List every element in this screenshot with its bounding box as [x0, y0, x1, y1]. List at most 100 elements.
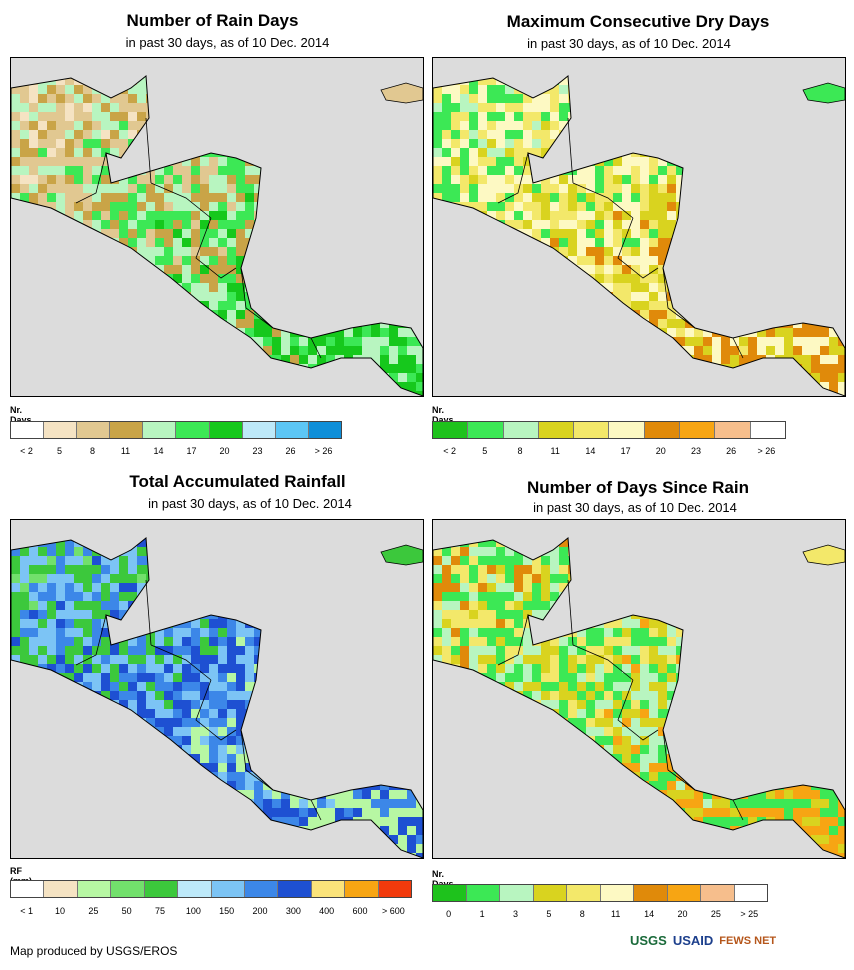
- coastline: [433, 537, 845, 858]
- legend-label: > 26: [314, 446, 333, 456]
- raster-cells: [433, 538, 845, 858]
- country-border: [662, 729, 696, 791]
- raster-cells: [433, 76, 845, 396]
- legend-swatch: [44, 422, 78, 438]
- country-border: [310, 337, 322, 359]
- legend-swatch: [244, 881, 279, 897]
- country-border: [732, 337, 744, 359]
- map-max-dry-days: [432, 57, 846, 397]
- legend-swatch: [574, 422, 610, 438]
- map-rain-days: [10, 57, 424, 397]
- legend-label: 17: [186, 446, 197, 456]
- legend-swatch: [211, 881, 245, 897]
- legend-label: < 2: [443, 446, 456, 456]
- legend-bar: [432, 421, 786, 439]
- raster-cells: [11, 76, 423, 396]
- legend-label: 3: [512, 909, 519, 919]
- legend-label: 26: [726, 446, 737, 456]
- legend-bar: [10, 880, 412, 898]
- legend-swatch: [77, 881, 112, 897]
- legend-swatch: [433, 422, 469, 438]
- legend-labels: < 2 5 8 11 14 17 20 23 26 > 26: [432, 446, 784, 458]
- legend-swatch: [500, 885, 534, 901]
- legend-label: 14: [585, 446, 596, 456]
- legend-swatch: [311, 881, 346, 897]
- legend-label: 25: [88, 906, 99, 916]
- legend-label: 14: [153, 446, 164, 456]
- legend-swatch: [345, 881, 379, 897]
- panel-subtitle: in past 30 days, as of 10 Dec. 2014: [125, 35, 330, 50]
- legend-label: 600: [352, 906, 368, 916]
- legend-label: 11: [611, 909, 621, 919]
- country-border: [497, 614, 529, 666]
- country-border: [497, 152, 529, 204]
- legend-swatch: [278, 881, 312, 897]
- country-border: [75, 152, 107, 204]
- legend-label: 23: [252, 446, 263, 456]
- fews-net-logo: FEWS NET: [719, 934, 777, 947]
- legend-swatch: [275, 422, 309, 438]
- legend-label: 17: [620, 446, 631, 456]
- legend-labels: 0 1 3 5 8 11 14 20 25 > 25: [432, 909, 766, 921]
- legend-swatch: [715, 422, 751, 438]
- legend-label: 20: [677, 909, 688, 919]
- legend-swatch: [538, 422, 575, 438]
- legend-swatch: [701, 885, 735, 901]
- country-border: [150, 644, 212, 681]
- legend-label: 25: [710, 909, 721, 919]
- legend-label: 8: [517, 446, 523, 456]
- legend-swatch: [242, 422, 276, 438]
- legend-label: 0: [446, 909, 452, 919]
- legend-label: 150: [219, 906, 235, 916]
- legend-swatch: [644, 422, 681, 438]
- legend-label: 400: [319, 906, 335, 916]
- coastline: [11, 537, 423, 858]
- legend-swatch: [209, 422, 243, 438]
- country-border: [145, 579, 152, 646]
- legend-label: 300: [285, 906, 301, 916]
- island: [380, 82, 423, 104]
- legend-label: 8: [89, 446, 96, 456]
- legend-label: 5: [482, 446, 488, 456]
- country-border: [617, 217, 659, 279]
- map-svg: [11, 75, 423, 396]
- map-svg: [433, 537, 845, 858]
- legend-swatch: [110, 422, 144, 438]
- legend-swatch: [378, 881, 412, 897]
- panel-title: Number of Rain Days: [126, 11, 299, 30]
- legend-label: 11: [120, 446, 131, 456]
- legend-swatch: [567, 885, 601, 901]
- legend-bar: [10, 421, 342, 439]
- panel-subtitle: in past 30 days, as of 10 Dec. 2014: [527, 36, 731, 51]
- legend-swatch: [11, 881, 45, 897]
- legend-swatch: [433, 885, 467, 901]
- legend-title: Nr. Days: [10, 405, 32, 425]
- usgs-logo: USGS: [630, 933, 667, 948]
- legend-label: > 600: [381, 906, 405, 916]
- legend-label: 20: [655, 446, 666, 456]
- legend-label: 20: [219, 446, 230, 456]
- raster-cells: [11, 538, 423, 858]
- country-border: [310, 799, 322, 821]
- country-border: [240, 729, 274, 791]
- country-border: [150, 182, 212, 219]
- legend-label: 11: [550, 446, 560, 456]
- panel-title: Number of Days Since Rain: [526, 478, 749, 497]
- legend-swatch: [533, 885, 567, 901]
- country-border: [567, 117, 574, 184]
- legend-label: 1: [479, 909, 485, 919]
- legend-swatch: [680, 422, 716, 438]
- legend-swatch: [144, 881, 179, 897]
- country-border: [617, 679, 659, 741]
- legend-label: < 2: [20, 446, 33, 456]
- legend-swatch: [468, 422, 504, 438]
- map-svg: [11, 537, 423, 858]
- credit-text: Map produced by USGS/EROS: [10, 944, 178, 958]
- legend-label: > 26: [757, 446, 776, 456]
- map-days-since-rain: [432, 519, 846, 859]
- island: [802, 544, 845, 566]
- map-total-rainfall: [10, 519, 424, 859]
- coastline: [433, 75, 845, 396]
- legend-label: 75: [154, 906, 166, 916]
- map-svg: [433, 75, 845, 396]
